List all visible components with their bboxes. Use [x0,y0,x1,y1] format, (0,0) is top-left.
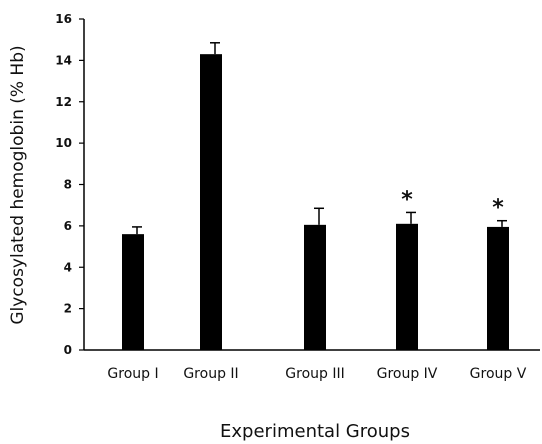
significance-marker: * [401,187,413,212]
y-tick-label: 8 [64,178,72,192]
bar [122,234,144,350]
y-ticks: 0 2 4 6 8 10 12 14 16 [55,12,84,357]
y-tick-label: 6 [64,219,72,233]
bar [200,54,222,350]
bar [396,223,418,350]
y-tick-label: 0 [64,343,72,357]
x-tick-label: Group I [107,366,158,382]
x-tick-label: Group IV [377,366,438,382]
y-tick-label: 14 [55,53,72,67]
bar [304,224,326,350]
y-tick-label: 4 [64,260,72,274]
y-axis-title: Glycosylated hemoglobin (% Hb) [8,45,28,324]
y-tick-label: 10 [55,136,72,150]
bars: * * [122,42,509,350]
y-tick-label: 2 [64,302,72,316]
x-tick-label: Group III [285,366,344,382]
x-tick-label: Group V [470,366,527,382]
significance-marker: * [492,196,504,221]
y-tick-label: 12 [55,95,72,109]
bar [487,226,509,350]
y-tick-label: 16 [55,12,72,26]
x-tick-labels: Group I Group II Group III Group IV Group V [107,366,526,382]
x-axis-title: Experimental Groups [220,421,410,442]
x-tick-label: Group II [183,366,238,382]
